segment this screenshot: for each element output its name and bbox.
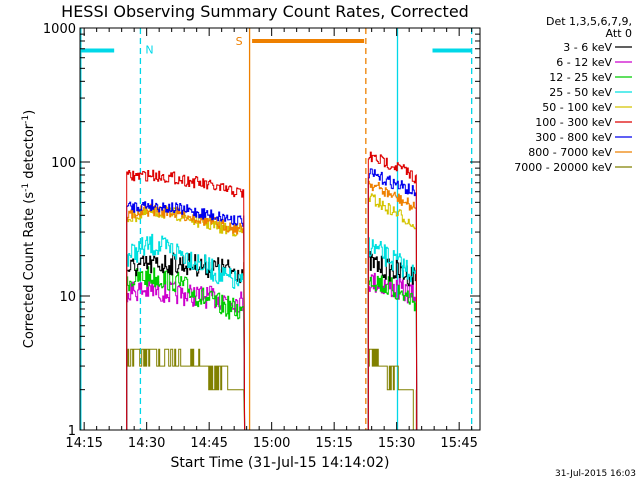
axis-layer: 14:15 14:30 14:45 15:00 15:15 15:30 15:45 1 10 10… [43, 22, 480, 451]
series-25-50-kev-segment-2 [367, 237, 418, 431]
y-axis-label-mid: detector [22, 123, 37, 183]
legend-header-line-1: Att 0 [606, 27, 632, 40]
legend-label-3: 25 - 50 keV [549, 86, 612, 99]
legend-label-1: 6 - 12 keV [556, 56, 612, 69]
chart-title: HESSI Observing Summary Count Rates, Cor… [61, 2, 469, 21]
y-axis-label-main: Corrected Count Rate (s [22, 192, 37, 349]
series-12-25-kev-segment-1 [126, 266, 246, 431]
x-tick-label-2: 14:45 [190, 436, 227, 451]
night-flag-letter: N [145, 43, 153, 56]
x-tick-label-4: 15:15 [315, 436, 352, 451]
legend-label-4: 50 - 100 keV [542, 101, 612, 114]
y-axis-label-sup1: -1 [21, 183, 31, 192]
series-300-800-kev-segment-1 [126, 199, 246, 431]
series-100-300-kev-segment-2 [367, 151, 418, 431]
legend-label-7: 800 - 7000 keV [528, 146, 612, 159]
series-800-7000-kev-segment-2 [367, 180, 418, 431]
y-tick-label-1: 10 [59, 290, 76, 305]
legend-label-2: 12 - 25 keV [549, 71, 612, 84]
series-7000-20000-kev-segment-2 [367, 348, 418, 431]
legend-label-8: 7000 - 20000 keV [514, 161, 612, 174]
series-layer [126, 151, 418, 431]
series-100-300-kev-segment-1 [126, 169, 246, 431]
series-300-800-kev-segment-2 [367, 168, 418, 431]
legend-label-6: 300 - 800 keV [535, 131, 612, 144]
y-tick-label-2: 100 [51, 156, 76, 171]
legend-label-5: 100 - 300 keV [535, 116, 612, 129]
y-axis-label-end: ) [22, 110, 37, 115]
series-50-100-kev-segment-2 [367, 193, 418, 431]
series-7000-20000-kev-segment-1 [126, 348, 246, 431]
y-tick-label-3: 1000 [43, 22, 76, 37]
x-tick-label-6: 15:45 [440, 436, 477, 451]
series-3-6-kev-segment-2 [367, 251, 418, 431]
series-25-50-kev-segment-1 [126, 233, 246, 431]
x-axis-label: Start Time (31-Jul-15 14:14:02) [170, 455, 389, 471]
saa-flag-letter: S [236, 35, 243, 48]
y-tick-label-0: 1 [68, 424, 76, 439]
series-12-25-kev-segment-2 [367, 275, 418, 431]
x-tick-label-0: 14:15 [65, 436, 102, 451]
x-tick-label-1: 14:30 [128, 436, 165, 451]
flag-layer: NS [80, 28, 473, 430]
series-6-12-kev-segment-1 [126, 279, 246, 431]
footer-timestamp: 31-Jul-2015 16:03 [555, 469, 636, 479]
legend-label-0: 3 - 6 keV [563, 41, 612, 54]
y-axis-label: Corrected Count Rate (s-1 detector-1) [21, 110, 37, 348]
plot-frame [79, 27, 481, 431]
legend-header-line-0: Det 1,3,5,6,7,9, [546, 15, 632, 28]
y-axis-label-sup2: -1 [21, 115, 31, 124]
x-tick-label-3: 15:00 [253, 436, 290, 451]
x-tick-label-5: 15:30 [378, 436, 415, 451]
legend: Det 1,3,5,6,7,9,Att 03 - 6 keV 6 - 12 keV… [514, 15, 632, 174]
